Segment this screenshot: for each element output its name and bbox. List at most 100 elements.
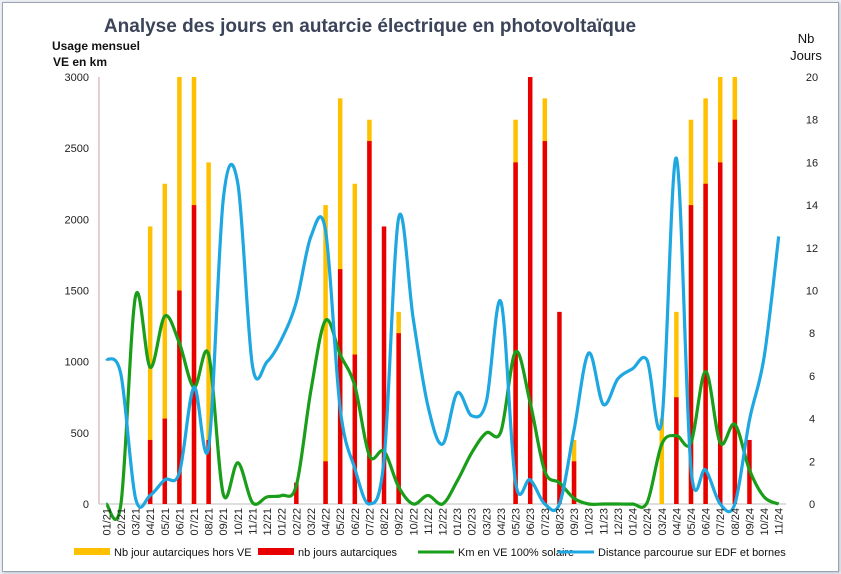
bar-autarciques (703, 183, 708, 504)
legend-label-green-line: Km en VE 100% solaire (458, 547, 574, 559)
x-tick-label: 08/22 (379, 508, 391, 536)
right-tick-label: 6 (809, 371, 815, 383)
x-tick-label: 01/21 (101, 508, 113, 536)
x-tick-label: 03/22 (306, 508, 318, 536)
bar-autarciques (367, 141, 372, 505)
x-tick-label: 11/24 (774, 508, 786, 535)
x-tick-label: 08/24 (730, 508, 742, 536)
legend: Nb jour autarciques hors VE nb jours aut… (74, 547, 786, 559)
bar-hors-ve (659, 418, 665, 504)
x-tick-label: 11/22 (423, 508, 435, 535)
bar-autarciques (717, 162, 723, 504)
x-tick-label: 11/21 (247, 508, 259, 535)
bar-hors-ve (352, 183, 358, 504)
bar-autarciques (191, 205, 197, 504)
x-tick-label: 09/24 (744, 508, 756, 536)
bar-autarciques (557, 311, 562, 504)
x-tick-label: 10/23 (584, 508, 596, 536)
left-tick-label: 0 (83, 499, 89, 511)
left-axis-title-line-1: Usage mensuel (52, 39, 140, 53)
right-tick-label: 10 (806, 286, 818, 298)
right-tick-label: 18 (806, 115, 818, 127)
right-tick-label: 2 (809, 456, 815, 468)
bar-autarciques (337, 269, 343, 504)
right-axis-title-line-1: Nb (798, 31, 815, 46)
left-tick-label: 1000 (65, 357, 89, 369)
left-tick-label: 3000 (65, 72, 89, 84)
chart-title: Analyse des jours en autarcie électrique… (104, 16, 636, 37)
right-tick-label: 0 (809, 499, 815, 511)
x-tick-label: 04/23 (496, 508, 508, 536)
x-tick-label: 02/22 (291, 508, 303, 536)
x-tick-label: 12/21 (262, 508, 274, 536)
x-tick-label: 03/21 (131, 508, 143, 536)
x-tick-label: 05/22 (335, 508, 347, 536)
left-axis-title-line-2: VE en km (53, 55, 107, 69)
legend-swatch-red-bars (258, 548, 294, 555)
right-tick-label: 20 (806, 72, 818, 84)
bar-autarciques (177, 290, 182, 504)
x-tick-label: 12/22 (438, 508, 450, 536)
x-tick-label: 06/22 (350, 508, 362, 536)
bar-hors-ve (323, 205, 328, 504)
line-series (104, 156, 781, 521)
x-tick-label: 07/22 (364, 508, 376, 536)
bar-autarciques (162, 418, 168, 504)
bar-autarciques (323, 461, 328, 504)
legend-swatch-yellow-bars (74, 548, 110, 555)
legend-label-blue-line: Distance parcourue sur EDF et bornes (598, 547, 786, 559)
bar-autarciques (674, 397, 679, 504)
x-tick-label: 04/24 (671, 508, 683, 536)
x-tick-label: 05/24 (686, 508, 698, 536)
x-tick-label: 04/22 (321, 508, 333, 536)
x-tick-label: 07/21 (189, 508, 201, 536)
x-tick-label: 07/23 (540, 508, 552, 536)
x-tick-label: 09/23 (569, 508, 581, 536)
left-tick-label: 1500 (65, 286, 89, 298)
left-tick-label: 500 (71, 428, 89, 440)
x-tick-label: 04/21 (145, 508, 157, 536)
bar-hors-ve (206, 162, 211, 504)
x-tick-label: 06/23 (525, 508, 537, 536)
bar-autarciques (206, 439, 211, 504)
legend-label-red-bars: nb jours autarciques (298, 547, 398, 559)
left-tick-label: 2500 (65, 143, 89, 155)
left-axis-ticks: 0 500 1000 1500 2000 2500 3000 (65, 72, 89, 511)
left-tick-label: 2000 (65, 214, 89, 226)
legend-label-yellow-bars: Nb jour autarciques hors VE (114, 547, 252, 559)
x-tick-label: 05/23 (511, 508, 523, 536)
right-axis-ticks: 0 2 4 6 8 10 12 14 16 18 20 (806, 72, 818, 511)
x-axis-ticks: 01/21 02/21 03/21 04/21 05/21 06/21 07/21 08/21… (101, 508, 785, 536)
x-tick-label: 05/21 (160, 508, 172, 536)
x-tick-label: 10/22 (408, 508, 420, 536)
x-tick-label: 12/23 (613, 508, 625, 536)
bar-autarciques (542, 141, 548, 505)
x-tick-label: 09/21 (218, 508, 230, 536)
x-tick-label: 11/23 (598, 508, 610, 535)
line-km-solaire (104, 291, 780, 521)
x-tick-label: 09/22 (394, 508, 406, 536)
x-tick-label: 10/21 (233, 508, 245, 536)
x-tick-label: 02/21 (116, 508, 128, 536)
x-tick-label: 03/23 (481, 508, 493, 536)
bar-autarciques (352, 354, 358, 504)
right-tick-label: 8 (809, 328, 815, 340)
x-tick-label: 03/24 (657, 508, 669, 536)
bar-autarciques (147, 439, 153, 504)
bar-autarciques (571, 461, 577, 504)
x-tick-label: 02/24 (642, 508, 654, 536)
x-tick-label: 08/21 (204, 508, 216, 536)
x-tick-label: 01/23 (452, 508, 464, 536)
bar-hors-ve (162, 183, 168, 504)
x-tick-label: 07/24 (715, 508, 727, 536)
bar-autarciques (732, 119, 738, 504)
x-tick-label: 01/24 (628, 508, 640, 536)
bar-autarciques (381, 226, 387, 504)
bar-autarciques (294, 482, 299, 504)
x-tick-label: 02/23 (467, 508, 479, 536)
bar-autarciques (688, 205, 694, 504)
x-tick-label: 10/24 (759, 508, 771, 536)
x-tick-label: 06/21 (174, 508, 186, 536)
x-tick-label: 01/22 (277, 508, 289, 536)
bar-autarciques (396, 333, 401, 504)
